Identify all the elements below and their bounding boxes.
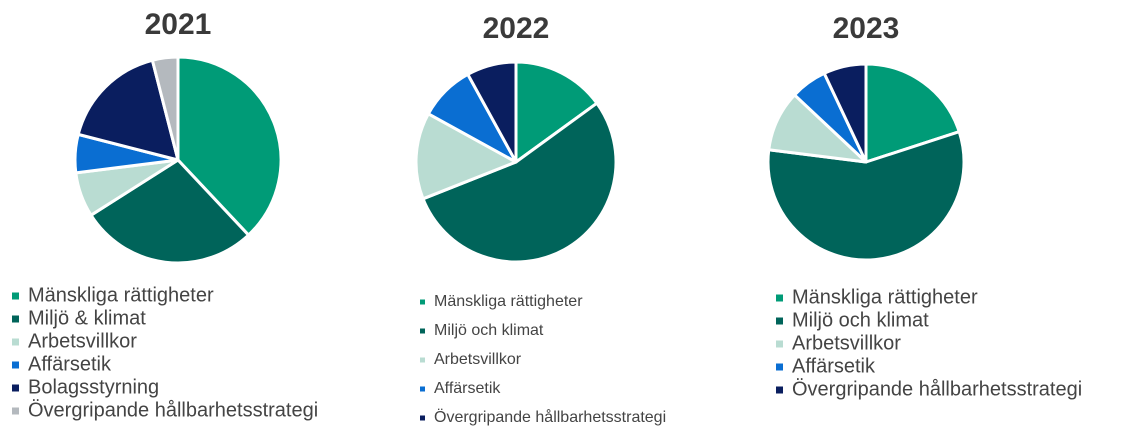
legend-label: Miljö och klimat bbox=[792, 309, 929, 331]
legend-marker bbox=[12, 361, 19, 369]
legend-marker bbox=[776, 386, 783, 394]
pie-slice bbox=[864, 62, 961, 164]
legend-marker bbox=[776, 363, 783, 371]
legend-label: Mänskliga rättigheter bbox=[792, 286, 978, 308]
legend-label: Miljö och klimat bbox=[434, 322, 544, 339]
legend-label: Miljö & klimat bbox=[28, 307, 146, 329]
pie-slice bbox=[822, 62, 868, 164]
legend-label: Arbetsvillkor bbox=[792, 332, 901, 354]
legend-label: Arbetsvillkor bbox=[434, 351, 522, 368]
chart-title: 2023 bbox=[833, 12, 900, 45]
pie-slice bbox=[514, 60, 599, 164]
legend-label: Övergripande hållbarhetsstrategi bbox=[434, 408, 666, 426]
chart-title: 2021 bbox=[145, 8, 212, 41]
pie-slice bbox=[89, 158, 251, 265]
legend-label: Bolagsstyrning bbox=[28, 376, 159, 398]
pie-slice bbox=[466, 60, 518, 164]
pie-slice bbox=[150, 55, 180, 162]
legend-label: Affärsetik bbox=[434, 380, 501, 397]
pie-slice bbox=[176, 55, 283, 237]
legend-marker bbox=[420, 386, 425, 392]
legend-marker bbox=[420, 415, 425, 421]
legend-label: Mänskliga rättigheter bbox=[28, 284, 214, 306]
legend-marker bbox=[12, 384, 19, 392]
legend-label: Övergripande hållbarhetsstrategi bbox=[792, 378, 1082, 400]
legend-marker bbox=[420, 357, 425, 363]
legend-label: Affärsetik bbox=[28, 353, 112, 375]
legend-marker bbox=[776, 317, 783, 325]
legend-label: Arbetsvillkor bbox=[28, 330, 137, 352]
pie-slice bbox=[414, 112, 518, 201]
legend-marker bbox=[12, 407, 19, 415]
legend-marker bbox=[12, 338, 19, 346]
legend-marker bbox=[420, 299, 425, 305]
pie-slice bbox=[766, 130, 966, 262]
legend-marker bbox=[12, 292, 19, 300]
chart-title: 2022 bbox=[483, 12, 550, 45]
pie-chart: 2022 Mänskliga rättigheter Miljö och klima… bbox=[414, 12, 666, 426]
legend-marker bbox=[420, 328, 425, 334]
legend-marker bbox=[776, 340, 783, 348]
legend-label: Affärsetik bbox=[792, 355, 876, 377]
pie-slice bbox=[421, 101, 618, 264]
legend-marker bbox=[776, 294, 783, 302]
legend-label: Mänskliga rättigheter bbox=[434, 293, 583, 310]
pie-slice bbox=[76, 58, 180, 162]
legend-label: Övergripande hållbarhetsstrategi bbox=[28, 399, 318, 421]
legend-marker bbox=[12, 315, 19, 323]
